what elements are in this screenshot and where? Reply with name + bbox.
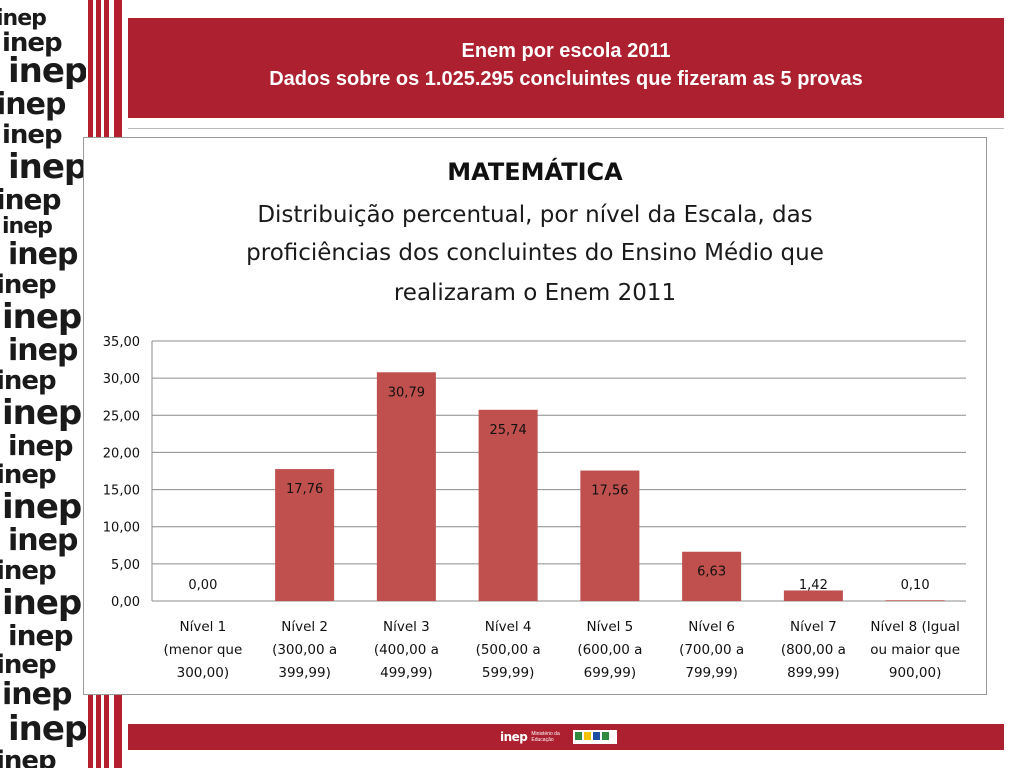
x-tick-label: Nível 6 (688, 619, 735, 635)
inep-watermark-text: inep (0, 650, 57, 680)
x-tick-label: (800,00 a (781, 642, 846, 658)
x-tick-label: Nível 2 (281, 619, 328, 635)
header-title: Enem por escola 2011 (461, 40, 671, 62)
bar (376, 372, 436, 601)
x-tick-label: Nível 7 (790, 619, 837, 635)
inep-watermark-text: inep (2, 677, 72, 712)
x-tick-label: (menor que (163, 642, 242, 658)
y-tick-label: 0,00 (111, 595, 140, 610)
y-tick-label: 30,00 (103, 372, 140, 387)
x-tick-label: (600,00 a (577, 642, 642, 658)
x-tick-label: 499,99) (380, 665, 433, 681)
x-tick-label: 599,99) (482, 665, 535, 681)
inep-watermark-text: inep (8, 619, 74, 652)
footer-logos: inep Ministério da Educação (500, 729, 618, 745)
data-label: 1,42 (799, 578, 828, 593)
inep-watermark-text: inep (8, 51, 86, 91)
bar (885, 600, 945, 601)
inep-watermark-text: inep (2, 297, 82, 337)
y-tick-label: 25,00 (103, 409, 140, 424)
ministry-label: Ministério da Educação (531, 731, 560, 743)
header-divider (128, 128, 1004, 129)
inep-watermark-text: inep (0, 270, 57, 300)
data-label: 0,00 (188, 578, 217, 593)
x-tick-label: 399,99) (278, 665, 331, 681)
inep-watermark-text: inep (8, 237, 78, 272)
data-label: 6,63 (697, 565, 726, 580)
inep-watermark-text: inep (2, 214, 53, 239)
inep-watermark-text: inep (8, 429, 74, 462)
inep-watermark-text: inep (0, 6, 47, 31)
inep-watermark-text: inep (2, 583, 82, 623)
x-tick-label: ou maior que (870, 642, 960, 658)
bar (478, 409, 538, 601)
bar-chart: 0,00 5,00 10,00 15,00 20,00 25,00 30,00 35,00 0,… (103, 335, 966, 681)
data-label: 25,74 (490, 423, 527, 438)
inep-watermark-text: inep (0, 746, 57, 768)
x-tick-label: Nível 5 (586, 619, 633, 635)
chart-subtitle-line-3: realizaram o Enem 2011 (393, 280, 677, 306)
inep-watermark-text: inep (0, 366, 57, 396)
data-label: 0,10 (901, 578, 930, 593)
inep-watermark-text: inep (2, 28, 63, 58)
brasil-logo (573, 730, 618, 744)
header-subtitle: Dados sobre os 1.025.295 concluintes que… (269, 68, 863, 90)
chart-title: MATEMÁTICA (447, 158, 623, 186)
inep-watermark-text: inep (8, 709, 86, 749)
inep-watermark-text: inep (0, 460, 57, 490)
inep-watermark-text: inep (0, 87, 66, 122)
y-tick-label: 15,00 (103, 484, 140, 499)
inep-watermark-text: inep (8, 523, 78, 558)
x-tick-label: 900,00) (889, 665, 942, 681)
bar (275, 469, 335, 601)
inep-watermark-text: inep (0, 183, 62, 216)
x-tick-label: 799,99) (685, 665, 738, 681)
x-tick-label: (300,00 a (272, 642, 337, 658)
x-tick-label: Nível 8 (Igual (870, 619, 959, 635)
header-banner: Enem por escola 2011 Dados sobre os 1.02… (128, 18, 1004, 118)
side-logo-strip: inep inep inep inep inep inep inep inep inep inep… (0, 0, 86, 768)
data-label: 17,56 (591, 484, 628, 499)
inep-watermark-text: inep (2, 120, 63, 150)
inep-watermark-text: inep (2, 393, 82, 433)
inep-watermark-text: inep (8, 333, 78, 368)
data-label: 30,79 (388, 385, 425, 400)
x-tick-label: 699,99) (584, 665, 637, 681)
x-tick-label: (700,00 a (679, 642, 744, 658)
inep-watermark-text: inep (8, 147, 86, 187)
inep-watermark-text: inep (0, 556, 57, 586)
x-tick-label: (400,00 a (374, 642, 439, 658)
x-tick-label: Nível 3 (383, 619, 430, 635)
y-tick-label: 10,00 (103, 521, 140, 536)
y-tick-label: 35,00 (103, 335, 140, 350)
x-tick-label: Nível 1 (179, 619, 226, 635)
bar (783, 590, 843, 601)
footer-bar: inep Ministério da Educação (128, 724, 1004, 750)
chart-subtitle-line-2: proficiências dos concluintes do Ensino … (246, 240, 824, 266)
x-tick-label: Nível 4 (485, 619, 532, 635)
inep-logo: inep (500, 730, 528, 744)
chart-subtitle-line-1: Distribuição percentual, por nível da Es… (257, 202, 813, 228)
y-tick-label: 20,00 (103, 446, 140, 461)
x-tick-label: 300,00) (177, 665, 230, 681)
bar (682, 551, 742, 601)
data-label: 17,76 (286, 482, 323, 497)
x-tick-label: (500,00 a (476, 642, 541, 658)
y-tick-label: 5,00 (111, 558, 140, 573)
chart-frame: MATEMÁTICA Distribuição percentual, por … (83, 137, 987, 695)
x-tick-label: 899,99) (787, 665, 840, 681)
bar (580, 470, 640, 601)
inep-watermark-text: inep (2, 487, 82, 527)
